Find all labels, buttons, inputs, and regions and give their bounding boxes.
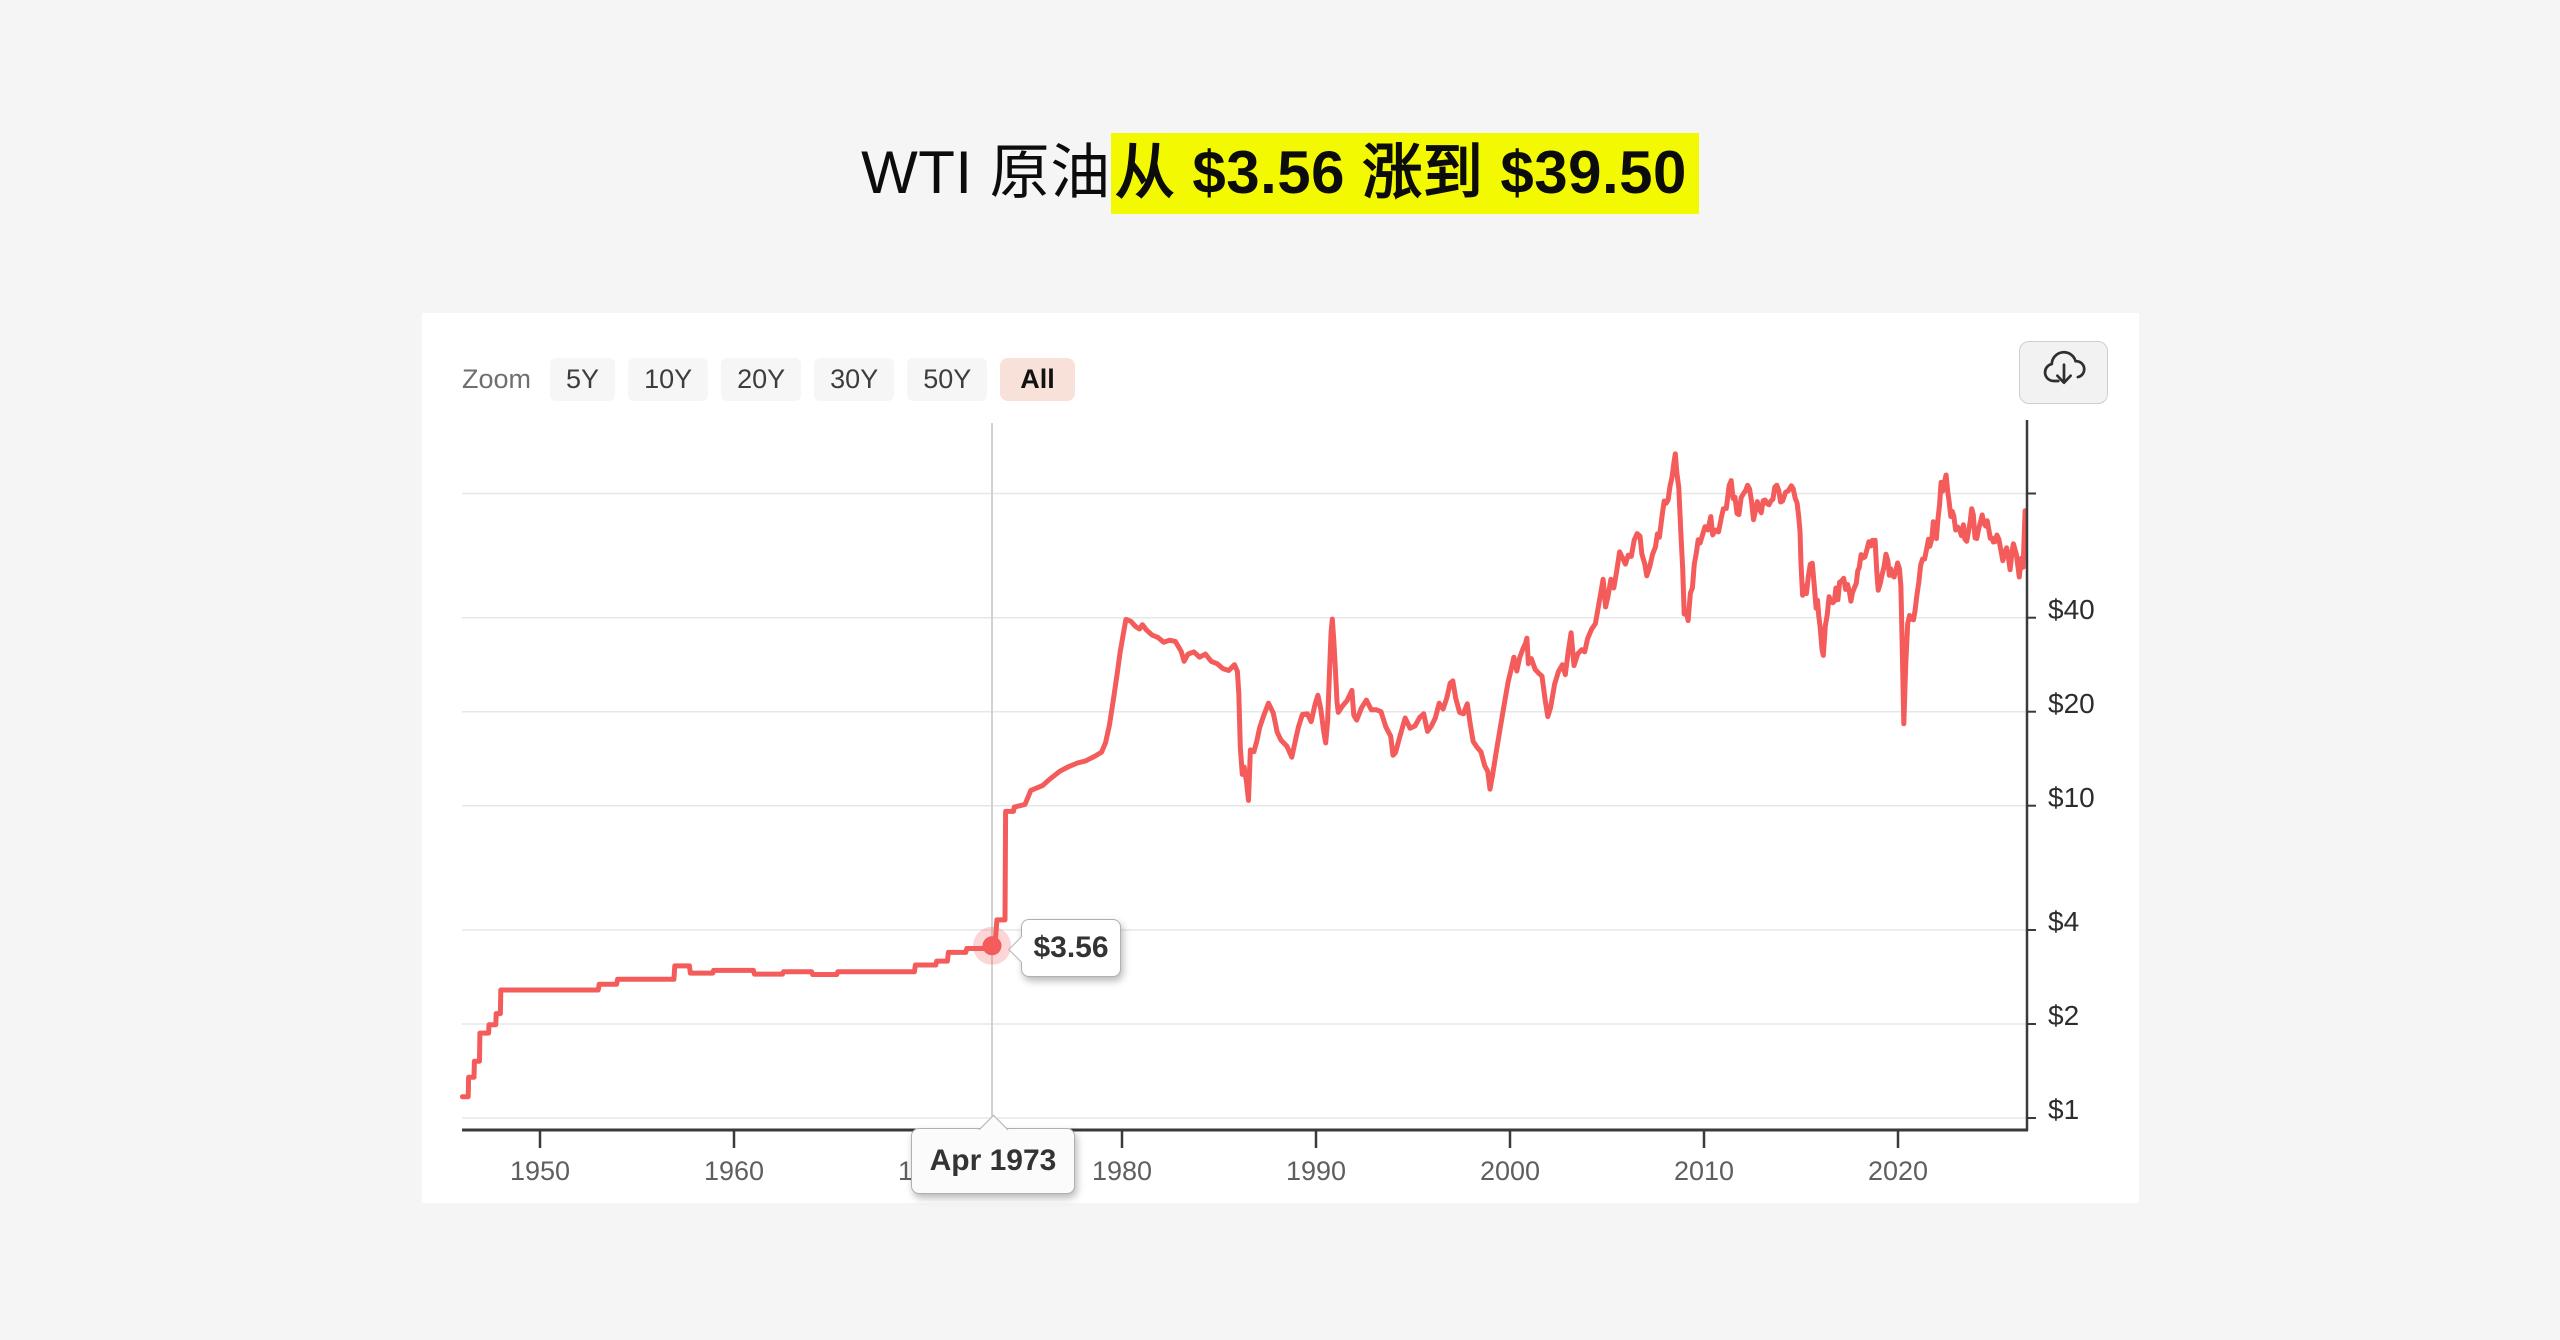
x-axis-label-1990: 1990: [1285, 1156, 1347, 1186]
x-axis-label-1950: 1950: [509, 1156, 571, 1186]
page-title-regular: WTI 原油: [861, 139, 1111, 206]
zoom-button-all[interactable]: All: [1000, 357, 1075, 401]
chart-card: [422, 313, 2139, 1203]
zoom-button-5y[interactable]: 5Y: [550, 357, 616, 401]
zoom-button-50y[interactable]: 50Y: [907, 357, 988, 401]
x-axis-label-1980: 1980: [1091, 1156, 1153, 1186]
cloud-download-icon: [2041, 350, 2087, 395]
page-title-highlight: 从 $3.56 涨到 $39.50: [1110, 133, 1699, 214]
zoom-controls: Zoom 5Y 10Y 20Y 30Y 50Y All: [462, 357, 1075, 401]
marker-dot[interactable]: [982, 936, 1002, 956]
y-axis-label-40: $40: [2048, 594, 2095, 625]
price-line[interactable]: [459, 451, 2028, 1100]
zoom-button-30y[interactable]: 30Y: [814, 357, 895, 401]
page-title: WTI 原油从 $3.56 涨到 $39.50: [0, 133, 2560, 214]
zoom-button-20y[interactable]: 20Y: [721, 357, 802, 401]
x-axis-label-2000: 2000: [1479, 1156, 1541, 1186]
point-tooltip: $3.56: [1008, 919, 1121, 977]
x-axis-label-2020: 2020: [1867, 1156, 1929, 1186]
y-axis-label-2: $2: [2048, 1000, 2080, 1031]
x-axis-label-2010: 2010: [1673, 1156, 1735, 1186]
y-axis-label-20: $20: [2048, 688, 2095, 719]
zoom-button-10y[interactable]: 10Y: [628, 357, 709, 401]
point-tooltip-value: $3.56: [1033, 931, 1109, 964]
date-tooltip-value: Apr 1973: [929, 1144, 1057, 1177]
date-tooltip: Apr 1973: [911, 1114, 1075, 1194]
y-axis-label-1: $1: [2048, 1094, 2080, 1125]
y-axis-label-10: $10: [2048, 782, 2095, 813]
download-button[interactable]: [2019, 341, 2108, 404]
y-axis-label-4: $4: [2048, 906, 2080, 937]
x-axis-label-1960: 1960: [703, 1156, 765, 1186]
zoom-label: Zoom: [462, 363, 532, 394]
